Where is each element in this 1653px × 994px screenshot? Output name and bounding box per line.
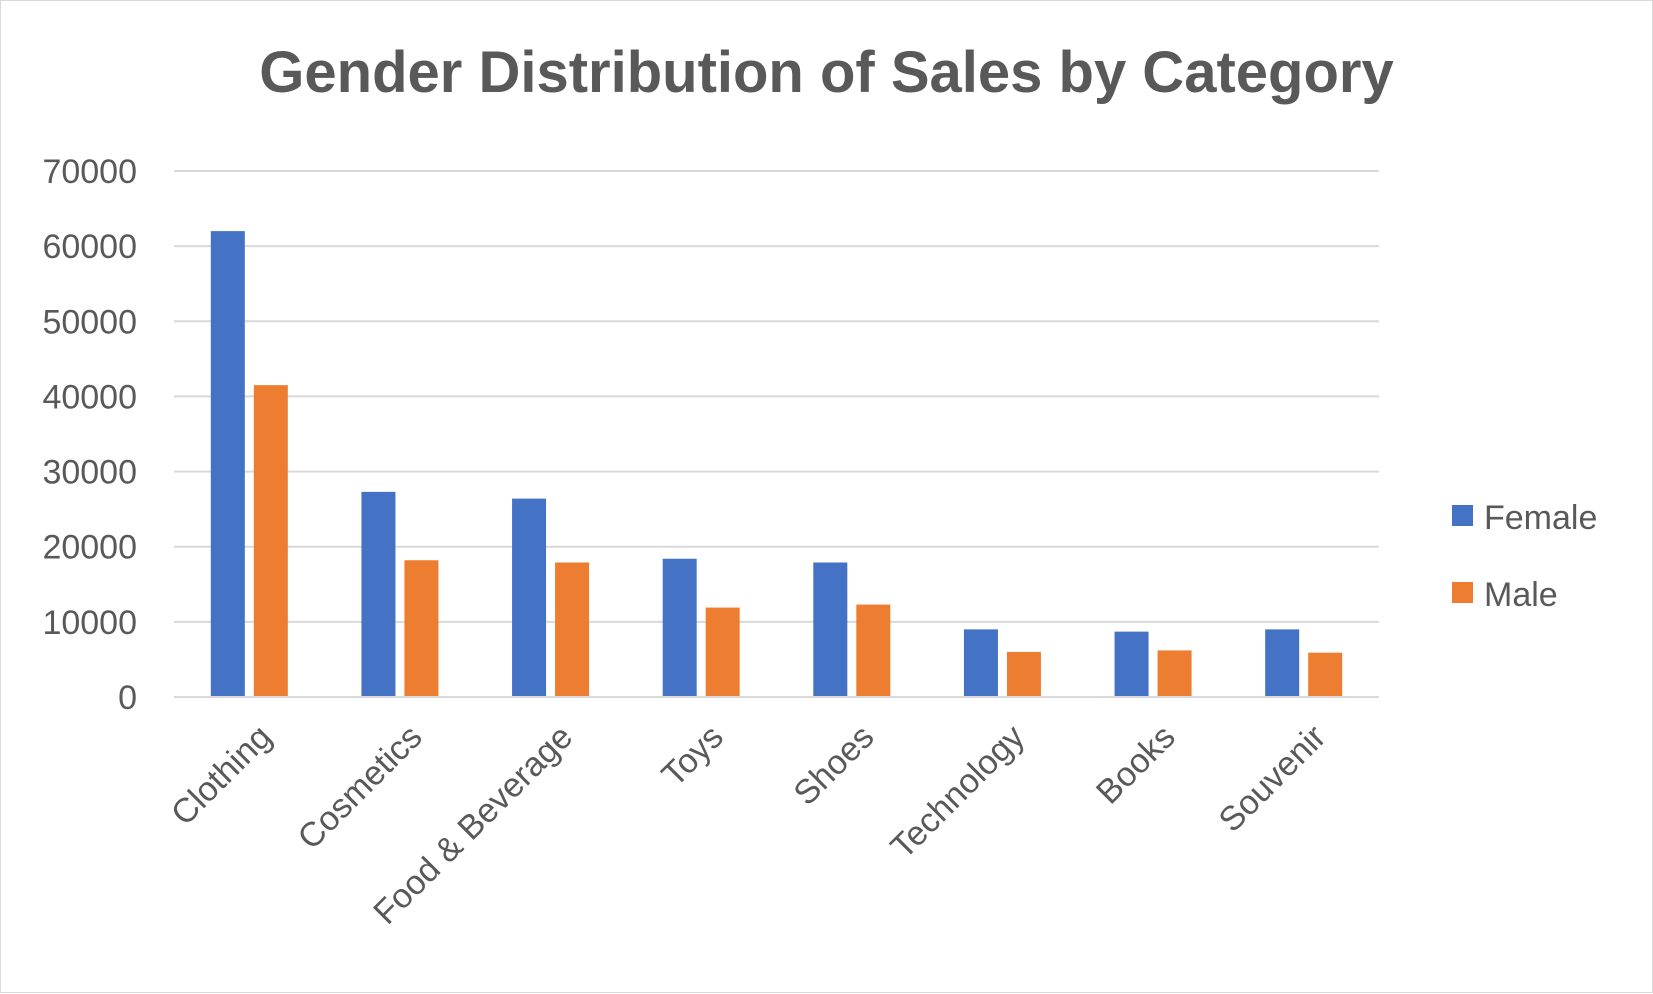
y-tick-label: 30000 [42, 454, 137, 492]
bar-male-toys [705, 607, 740, 697]
legend-swatch-female [1452, 505, 1473, 526]
bar-male-books [1157, 650, 1192, 697]
x-category-label: Toys [655, 718, 731, 794]
legend-label-male: Male [1484, 576, 1558, 614]
y-tick-label: 60000 [42, 228, 137, 266]
x-category-label: Books [1089, 718, 1183, 812]
x-category-label: Shoes [786, 718, 881, 813]
bar-female-cosmetics [361, 491, 396, 697]
legend-swatch-male [1452, 582, 1473, 603]
bar-female-toys [662, 558, 697, 697]
bar-female-food-beverage [512, 498, 547, 697]
bar-female-souvenir [1265, 629, 1300, 697]
x-category-label: Cosmetics [291, 718, 430, 857]
bar-female-books [1114, 631, 1149, 697]
bar-male-souvenir [1308, 652, 1343, 697]
bar-female-clothing [210, 231, 245, 697]
legend-label-female: Female [1484, 499, 1597, 537]
y-tick-label: 70000 [42, 153, 137, 191]
bar-male-shoes [856, 604, 891, 697]
y-tick-label: 0 [118, 679, 137, 717]
x-category-label: Technology [884, 718, 1033, 867]
x-category-label: Clothing [164, 718, 279, 833]
bar-male-cosmetics [404, 560, 439, 697]
y-tick-label: 50000 [42, 303, 137, 341]
x-category-label: Souvenir [1212, 718, 1334, 840]
y-tick-label: 20000 [42, 529, 137, 567]
y-tick-label: 10000 [42, 604, 137, 642]
bar-male-food-beverage [555, 562, 590, 697]
bar-female-shoes [813, 562, 848, 697]
bar-female-technology [963, 629, 998, 697]
chart-title: Gender Distribution of Sales by Category [259, 40, 1394, 105]
y-tick-label: 40000 [42, 378, 137, 416]
bar-male-technology [1006, 651, 1041, 697]
bar-male-clothing [253, 385, 288, 697]
